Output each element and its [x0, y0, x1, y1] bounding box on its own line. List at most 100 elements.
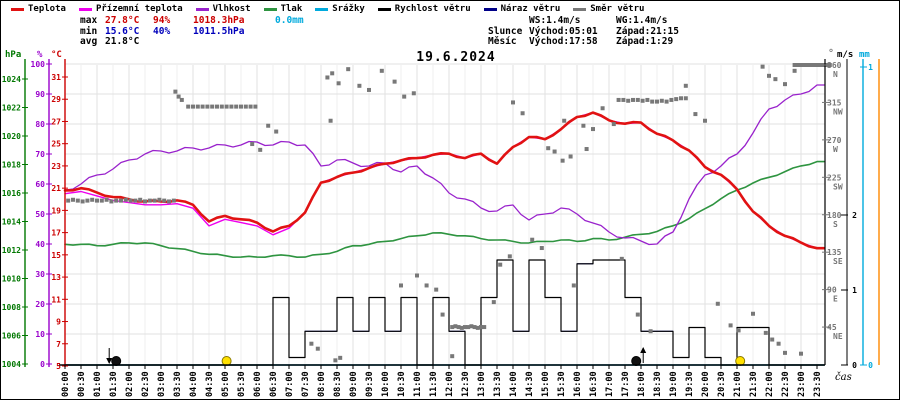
svg-text:2: 2: [852, 211, 857, 220]
svg-text:7: 7: [56, 340, 61, 349]
legend-label: Vlhkost: [212, 4, 251, 14]
svg-text:0: 0: [868, 361, 873, 370]
stats-min-label: min: [80, 25, 98, 37]
svg-text:21: 21: [51, 184, 61, 193]
legend: Teplota Přízemní teplota Vlhkost Tlak Srážky…: [11, 4, 644, 14]
svg-text:9: 9: [56, 318, 61, 327]
humidity-axis-unit: %: [37, 50, 43, 60]
svg-text:1018: 1018: [2, 161, 21, 170]
svg-text:1010: 1010: [2, 275, 21, 284]
chart-title: 19.6.2024: [416, 50, 496, 65]
svg-text:19:00: 19:00: [669, 371, 679, 397]
stats-avg-label: avg: [80, 36, 98, 47]
svg-text:1006: 1006: [2, 332, 21, 341]
svg-text:1004: 1004: [2, 360, 21, 369]
svg-text:NW: NW: [833, 107, 843, 116]
svg-text:SE: SE: [833, 257, 843, 266]
svg-text:90: 90: [35, 90, 45, 99]
stats-max-label: max: [80, 15, 98, 26]
legend-label: Přízemní teplota: [95, 4, 183, 14]
svg-text:SW: SW: [833, 182, 843, 191]
svg-text:03:30: 03:30: [173, 371, 183, 397]
stats-min-row: min 15.6°C 40% 1011.5hPa: [80, 25, 304, 38]
svg-text:07:30: 07:30: [301, 371, 311, 397]
svg-text:08:30: 08:30: [333, 371, 343, 397]
svg-text:N: N: [833, 70, 838, 79]
sunset-marker-icon: [735, 356, 746, 366]
svg-text:04:00: 04:00: [189, 371, 199, 397]
svg-text:17: 17: [51, 229, 61, 238]
svg-text:19:30: 19:30: [685, 371, 695, 397]
precip-axis-unit: mm: [859, 50, 870, 60]
svg-text:13:00: 13:00: [477, 371, 487, 397]
legend-swatch-icon: [78, 7, 92, 11]
svg-text:10:00: 10:00: [381, 371, 391, 397]
pressure-axis-unit: hPa: [5, 50, 22, 60]
svg-text:1024: 1024: [2, 75, 21, 84]
svg-text:21:00: 21:00: [733, 371, 743, 397]
moon-label: Měsíc: [488, 36, 517, 47]
wind-speed-max: WS:1.4m/s: [529, 15, 581, 26]
svg-text:NE: NE: [833, 332, 843, 341]
svg-text:100: 100: [31, 60, 46, 69]
svg-text:12:00: 12:00: [445, 371, 455, 397]
svg-text:22:30: 22:30: [781, 371, 791, 397]
svg-text:05:30: 05:30: [237, 371, 247, 397]
stats-summary: max 27.8°C 94% 1018.3hPa 0.0mm min 15.6°C 40% 1…: [80, 15, 304, 48]
legend-item: Srážky: [315, 4, 365, 14]
svg-text:18:00: 18:00: [637, 371, 647, 397]
legend-item: Tlak: [263, 4, 302, 14]
astro-summary: WS:1.4m/s WG:1.4m/s Slunce Východ:05:01 Záp…: [488, 15, 679, 48]
svg-text:0: 0: [852, 361, 857, 370]
svg-text:30: 30: [35, 270, 45, 279]
svg-text:10: 10: [35, 330, 45, 339]
wind-gust-max: WG:1.4m/s: [616, 15, 668, 26]
sun-row: Slunce Východ:05:01 Západ:21:15: [488, 25, 679, 38]
svg-text:12:30: 12:30: [461, 371, 471, 397]
svg-text:360: 360: [827, 61, 842, 70]
legend-label: Rychlost větru: [394, 4, 471, 14]
legend-swatch-icon: [11, 7, 24, 11]
svg-text:08:00: 08:00: [317, 371, 327, 397]
svg-text:06:00: 06:00: [253, 371, 263, 397]
moonrise-marker-icon: [631, 347, 647, 366]
svg-text:45: 45: [827, 323, 837, 332]
svg-text:135: 135: [827, 248, 842, 257]
svg-text:225: 225: [827, 173, 842, 182]
direction-axis-unit: °: [828, 48, 835, 59]
svg-text:19: 19: [51, 206, 61, 215]
svg-text:17:00: 17:00: [605, 371, 615, 397]
legend-item: Přízemní teplota: [78, 4, 183, 14]
svg-text:80: 80: [35, 120, 45, 129]
x-axis-label: čas: [835, 372, 852, 383]
svg-text:00:00: 00:00: [61, 371, 71, 397]
svg-text:14:30: 14:30: [525, 371, 535, 397]
svg-text:27: 27: [51, 117, 61, 126]
sun-label: Slunce: [488, 25, 523, 37]
svg-text:90: 90: [827, 286, 837, 295]
temperature-axis-unit: °C: [51, 50, 62, 60]
legend-item: Náraz větru: [483, 4, 560, 14]
svg-text:16:30: 16:30: [589, 371, 599, 397]
svg-text:10:30: 10:30: [397, 371, 407, 397]
svg-text:1012: 1012: [2, 246, 21, 255]
sunrise-time: Východ:05:01: [529, 25, 598, 37]
stats-max-pressure: 1018.3hPa: [193, 15, 245, 26]
svg-text:16:00: 16:00: [573, 371, 583, 397]
svg-text:01:30: 01:30: [109, 371, 119, 397]
svg-text:1008: 1008: [2, 303, 21, 312]
legend-swatch-icon: [573, 7, 587, 11]
svg-text:06:30: 06:30: [269, 371, 279, 397]
svg-text:15: 15: [51, 251, 61, 260]
stats-avg-row: avg 21.8°C: [80, 36, 304, 48]
wind-stats-row: WS:1.4m/s WG:1.4m/s: [488, 15, 679, 27]
svg-text:13:30: 13:30: [493, 371, 503, 397]
svg-text:60: 60: [35, 180, 45, 189]
moonrise-time: Východ:17:58: [529, 36, 598, 47]
svg-text:20:30: 20:30: [717, 371, 727, 397]
stats-min-humidity: 40%: [153, 25, 171, 37]
svg-text:29: 29: [51, 95, 61, 104]
svg-text:E: E: [833, 295, 838, 304]
stats-max-row: max 27.8°C 94% 1018.3hPa 0.0mm: [80, 15, 304, 27]
